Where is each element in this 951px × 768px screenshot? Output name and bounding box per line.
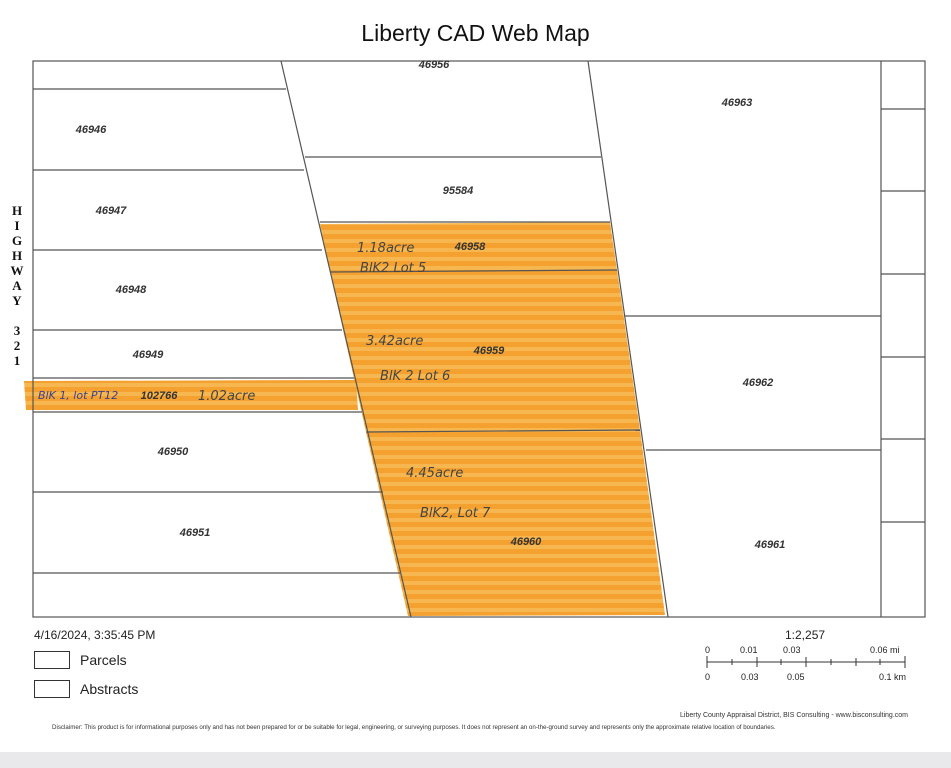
scale-km-1: 0.03 xyxy=(741,672,759,682)
highlight-lot-7 xyxy=(366,430,665,616)
highlight-lot-6 xyxy=(330,270,640,432)
credit-text: Liberty County Appraisal District, BIS C… xyxy=(680,712,908,719)
parcel-label-46951[interactable]: 46951 xyxy=(179,527,211,539)
bottom-strip xyxy=(0,752,951,768)
note-lot5-acreage: 1.18acre xyxy=(357,241,414,256)
parcel-label-46956[interactable]: 46956 xyxy=(418,59,450,71)
highway-letter: G xyxy=(11,233,23,248)
map-title: Liberty CAD Web Map xyxy=(361,20,590,46)
note-pt12-acreage: 1.02acre xyxy=(198,389,255,404)
parcel-label-46947[interactable]: 46947 xyxy=(95,205,127,217)
highway-letter: Y xyxy=(12,293,22,308)
parcels-swatch xyxy=(34,651,70,669)
parcel-label-102766[interactable]: 102766 xyxy=(141,390,179,402)
legend-label-parcels: Parcels xyxy=(80,652,127,668)
parcel-label-46962[interactable]: 46962 xyxy=(742,377,774,389)
legend-item-abstracts: Abstracts xyxy=(34,680,138,698)
scale-mi-2: 0.03 xyxy=(783,645,801,655)
parcel-boundaries xyxy=(32,60,926,618)
highway-letter: I xyxy=(14,218,20,233)
legend-label-abstracts: Abstracts xyxy=(80,681,139,697)
highlighted-lots xyxy=(24,222,665,616)
scale-km-2: 0.05 xyxy=(787,672,805,682)
parcel-label-46958[interactable]: 46958 xyxy=(454,241,486,253)
highway-letter: W xyxy=(10,263,24,278)
disclaimer-text: Disclaimer: This product is for informat… xyxy=(52,724,776,731)
legend-item-parcels: Parcels xyxy=(34,651,127,669)
note-lot7-acreage: 4.45acre xyxy=(406,466,463,481)
highway-letter: 2 xyxy=(13,338,21,353)
highway-letter: H xyxy=(11,248,23,263)
highway-letter: 1 xyxy=(13,353,21,368)
parcel-label-46948[interactable]: 46948 xyxy=(115,284,147,296)
parcel-label-46950[interactable]: 46950 xyxy=(157,446,189,458)
note-lot6-block: BlK 2 Lot 6 xyxy=(380,369,450,384)
scale-mi-1: 0.01 xyxy=(740,645,758,655)
scale-km-3: 0.1 km xyxy=(879,672,907,682)
note-lot7-block: BlK2, Lot 7 xyxy=(420,506,491,521)
timestamp: 4/16/2024, 3:35:45 PM xyxy=(34,628,156,642)
scale-ratio: 1:2,257 xyxy=(785,628,826,642)
abstracts-swatch xyxy=(34,680,70,698)
scale-km-0: 0 xyxy=(705,672,711,682)
scale-mi-0: 0 xyxy=(705,645,711,655)
highway-letter: H xyxy=(11,203,23,218)
parcel-label-46959[interactable]: 46959 xyxy=(473,345,505,357)
highway-letter: 3 xyxy=(13,323,21,338)
parcel-label-46961[interactable]: 46961 xyxy=(754,539,786,551)
highway-letter: A xyxy=(12,278,22,293)
parcel-label-46960[interactable]: 46960 xyxy=(510,536,542,548)
scale-bar xyxy=(706,656,906,668)
parcel-label-46949[interactable]: 46949 xyxy=(132,349,164,361)
parcel-label-46963[interactable]: 46963 xyxy=(721,97,753,109)
note-lot6-acreage: 3.42acre xyxy=(366,334,423,349)
highlight-lot-pt12 xyxy=(24,380,358,410)
parcel-label-95584[interactable]: 95584 xyxy=(443,185,474,197)
highlight-lot-5 xyxy=(320,222,617,272)
note-lot5-block: BlK2 Lot 5 xyxy=(360,261,426,276)
note-pt12-block: BlK 1, lot PT12 xyxy=(38,389,118,402)
highway-letter xyxy=(8,308,26,323)
parcel-label-46946[interactable]: 46946 xyxy=(75,124,107,136)
scale-mi-3: 0.06 mi xyxy=(870,645,900,655)
